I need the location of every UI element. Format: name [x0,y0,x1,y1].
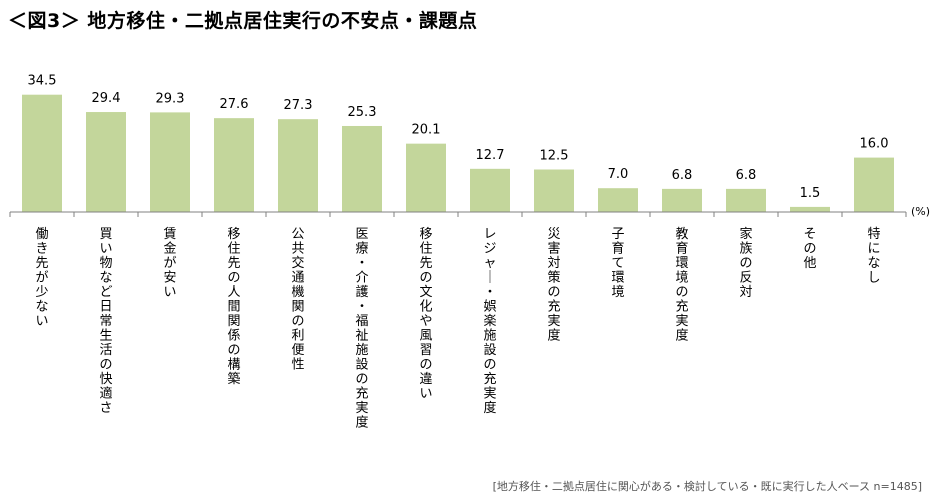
category-label: 特になし [867,227,880,286]
bar [86,112,126,212]
category-labels-group: 働き先が少ない 買い物など日常生活の快適さ 賃金が安い 移住先の人間関係の構築 公共交通… [35,226,880,431]
category-label: 教育環境の充実度 [675,226,688,344]
value-label: 7.0 [608,167,629,182]
value-label: 12.7 [476,148,505,163]
bars-group [22,94,894,212]
category-label: 医療・介護・福祉施設の充実度 [355,227,368,431]
category-label: レジャ｜・娯楽施設の充実度 [483,227,496,416]
bar [790,206,830,212]
chart-title: ＜図3＞ 地方移住・二拠点居住実行の不安点・課題点 [8,10,478,32]
category-label: 公共交通機関の利便性 [291,227,304,373]
category-label: 賃金が安い [163,227,176,300]
category-label: 働き先が少ない [35,227,48,329]
value-labels-group: 34.5 29.4 29.3 27.6 27.3 25.3 20.1 12.7 12.5 7.0 6… [28,74,889,201]
bar [726,188,766,212]
footnote: [地方移住・二拠点居住に関心がある・検討している・既に実行した人ベース n=14… [492,480,922,493]
bar [406,143,446,212]
category-label: 移住先の人間関係の構築 [227,227,240,387]
unit-label: (%) [911,205,931,218]
tick-marks-group [9,212,907,217]
bar [342,125,382,212]
bar [598,188,638,212]
bar [534,169,574,212]
bar [150,112,190,212]
category-label: 子育て環境 [611,227,624,300]
bar [214,118,254,212]
value-label: 1.5 [800,186,821,201]
value-label: 27.6 [220,97,249,112]
value-label: 20.1 [412,123,441,138]
category-label: 家族の反対 [739,226,752,300]
value-label: 16.0 [860,137,889,152]
bar [662,188,702,212]
value-label: 25.3 [348,105,377,120]
bar [278,119,318,212]
category-label: 災害対策の充実度 [547,227,560,344]
value-label: 6.8 [672,168,693,183]
value-label: 6.8 [736,168,757,183]
bar [854,157,894,212]
value-label: 34.5 [28,74,57,89]
value-label: 27.3 [284,98,313,113]
category-label: 移住先の文化や風習の違い [419,227,432,402]
value-label: 29.4 [92,91,121,106]
bar [22,94,62,212]
bar [470,168,510,212]
value-label: 12.5 [540,149,569,164]
value-label: 29.3 [156,91,185,106]
category-label: 買い物など日常生活の快適さ [99,227,112,416]
category-label: その他 [803,227,816,271]
